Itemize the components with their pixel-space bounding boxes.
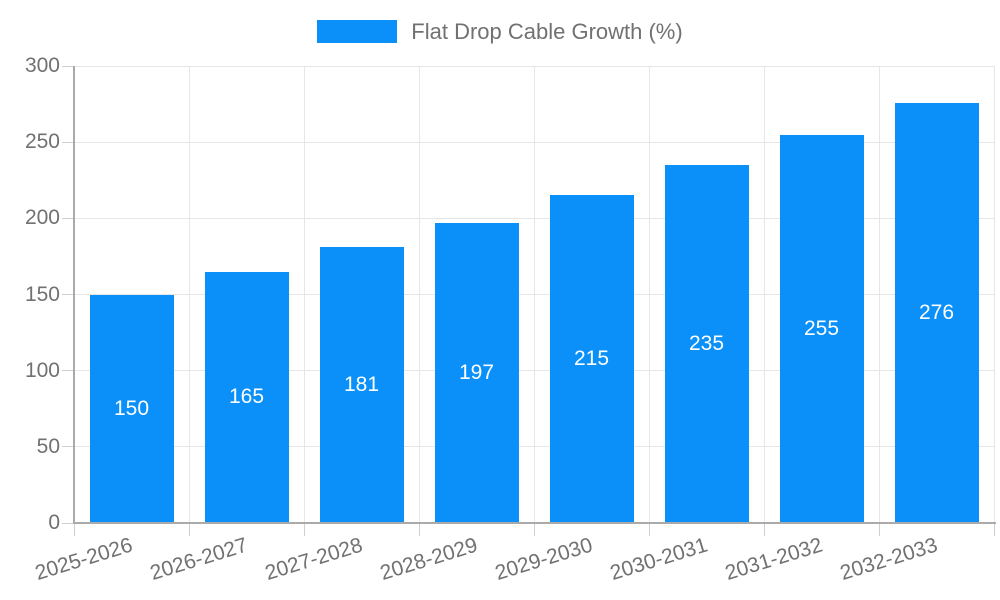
h-gridline <box>74 65 995 67</box>
y-tick <box>62 65 74 67</box>
v-gridline <box>188 66 190 523</box>
x-tick <box>418 523 420 536</box>
y-tick <box>62 294 74 295</box>
x-axis-label: 2029-2030 <box>491 533 595 585</box>
x-axis-label: 2031-2032 <box>721 533 825 585</box>
x-axis-label: 2030-2031 <box>606 533 710 585</box>
y-tick <box>62 141 74 143</box>
bar[interactable] <box>89 294 174 523</box>
v-gridline <box>993 66 995 523</box>
y-tick <box>62 446 74 448</box>
x-axis-label: 2027-2028 <box>261 533 365 585</box>
v-gridline <box>878 66 880 523</box>
plot-area: 150 165 181 197 215 235 255 276 <box>62 65 996 536</box>
bar[interactable] <box>894 102 979 523</box>
y-tick <box>62 217 74 219</box>
bar-value-label: 235 <box>688 332 725 356</box>
bar[interactable] <box>779 134 864 523</box>
y-axis-label: 0 <box>48 511 60 534</box>
legend-swatch <box>317 20 398 43</box>
bar[interactable] <box>549 195 634 523</box>
x-tick <box>533 523 535 536</box>
x-tick <box>878 523 880 536</box>
y-tick <box>62 370 74 372</box>
bar[interactable] <box>434 222 519 523</box>
x-tick <box>303 523 305 536</box>
legend-label: Flat Drop Cable Growth (%) <box>411 19 683 44</box>
x-tick <box>188 523 190 536</box>
y-axis-label: 250 <box>24 130 60 154</box>
x-axis-label: 2025-2026 <box>31 533 135 585</box>
h-gridline <box>74 141 995 143</box>
bar-value-label: 181 <box>343 373 380 397</box>
bar-value-label: 165 <box>228 385 265 409</box>
x-axis-label: 2032-2033 <box>836 533 940 585</box>
y-axis-line <box>73 66 75 523</box>
bar-value-label: 215 <box>573 347 610 371</box>
v-gridline <box>533 66 535 523</box>
h-gridline <box>74 217 995 219</box>
bar-value-label: 276 <box>918 300 955 324</box>
h-gridline <box>74 446 995 448</box>
chart-legend: Flat Drop Cable Growth (%) <box>0 20 1000 43</box>
x-tick <box>763 523 765 536</box>
v-gridline <box>418 66 420 523</box>
y-axis-label: 200 <box>24 206 60 230</box>
bar-value-label: 197 <box>458 360 495 384</box>
v-gridline <box>763 66 765 523</box>
bar[interactable] <box>204 271 289 523</box>
bar[interactable] <box>664 165 749 523</box>
v-gridline <box>303 66 305 523</box>
v-gridline <box>648 66 650 523</box>
bar-value-label: 150 <box>113 396 150 420</box>
bar[interactable] <box>319 247 404 523</box>
h-gridline <box>74 370 995 372</box>
x-axis-label: 2026-2027 <box>146 533 250 585</box>
y-axis-label: 300 <box>24 54 60 77</box>
h-gridline <box>74 294 995 295</box>
x-tick <box>993 523 995 536</box>
bar-value-label: 255 <box>803 316 840 340</box>
y-axis-label: 100 <box>24 358 60 382</box>
x-tick <box>648 523 650 536</box>
x-tick <box>73 523 75 536</box>
y-tick <box>62 522 74 524</box>
x-axis-label: 2028-2029 <box>376 533 480 585</box>
y-axis-label: 150 <box>24 282 60 306</box>
x-axis-line <box>73 522 996 524</box>
y-axis-label: 50 <box>36 434 60 458</box>
